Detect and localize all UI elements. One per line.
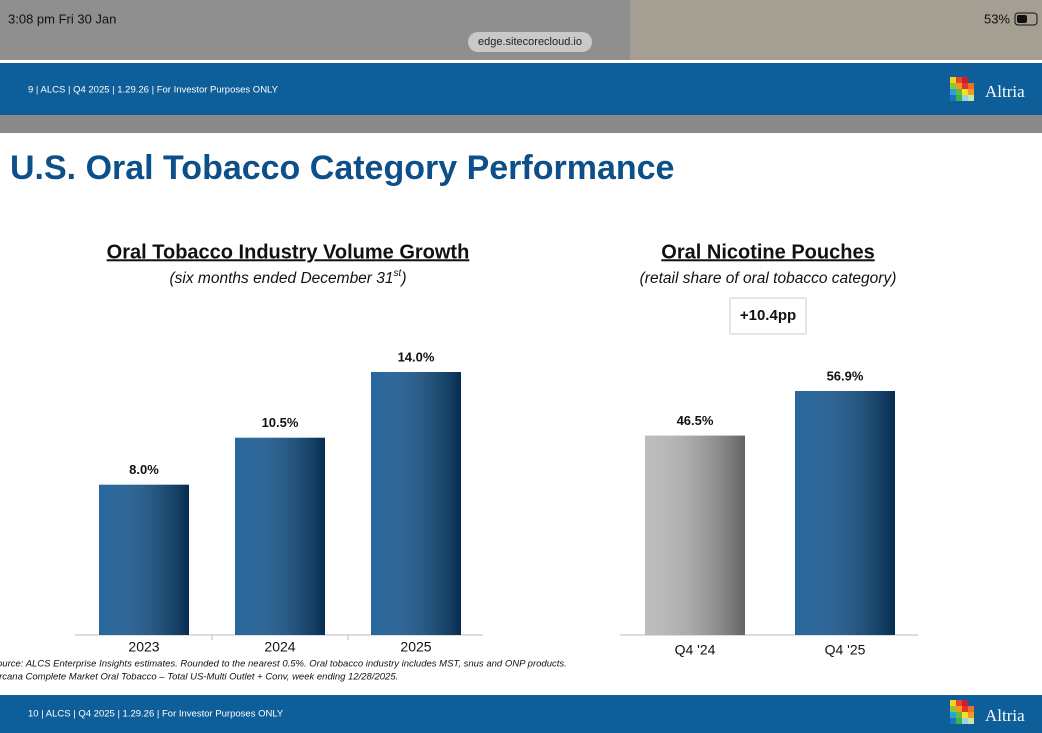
subtitle-part: (retail share of oral tobacco category) [640,270,897,287]
bar-shade [371,372,461,635]
bar-shade [645,436,745,635]
bar-shade [795,391,895,635]
subtitle-part: (six months ended December 31 [170,270,394,287]
category-label: 2025 [400,639,431,655]
logo-text: Altria [985,706,1025,725]
category-label: 2023 [128,639,159,655]
value-label: 10.5% [262,415,299,430]
value-label: 14.0% [398,349,435,364]
footer-text: 10 | ALCS | Q4 2025 | 1.29.26 | For Inve… [28,709,284,720]
battery-text: 53% [984,11,1010,26]
screen: 3:08 pm Fri 30 Jan edge.sitecorecloud.io… [0,0,1042,733]
value-label: 56.9% [827,368,864,383]
battery-level [1017,15,1027,23]
category-label: Q4 '25 [825,642,866,658]
chart-subtitle: (retail share of oral tobacco category) [640,270,897,287]
separator [0,115,1042,133]
logo-text: Altria [985,82,1025,101]
chart-subtitle: (six months ended December 31st) [170,268,407,287]
source-line: ircana Complete Market Oral Tobacco – To… [0,672,398,683]
bar-shade [235,438,325,635]
charts: Oral Tobacco Industry Volume Growth (six … [75,241,918,657]
subtitle-part: ) [399,270,406,287]
annotation: +10.4pp [740,307,796,324]
header-text: 9 | ALCS | Q4 2025 | 1.29.26 | For Inves… [28,85,279,96]
value-label: 46.5% [677,413,714,428]
chart-title: Oral Tobacco Industry Volume Growth [107,241,470,263]
bar-shade [99,485,189,635]
category-label: Q4 '24 [675,642,716,658]
category-label: 2024 [264,639,295,655]
slide-title: U.S. Oral Tobacco Category Performance [10,149,674,187]
status-time: 3:08 pm Fri 30 Jan [8,11,116,26]
value-label: 8.0% [129,462,159,477]
url-text[interactable]: edge.sitecorecloud.io [478,36,582,48]
background-image [630,0,1042,60]
chart-title: Oral Nicotine Pouches [661,241,874,263]
page: 3:08 pm Fri 30 Jan edge.sitecorecloud.io… [0,0,1042,733]
source-line: ource: ALCS Enterprise Insights estimate… [0,659,567,670]
